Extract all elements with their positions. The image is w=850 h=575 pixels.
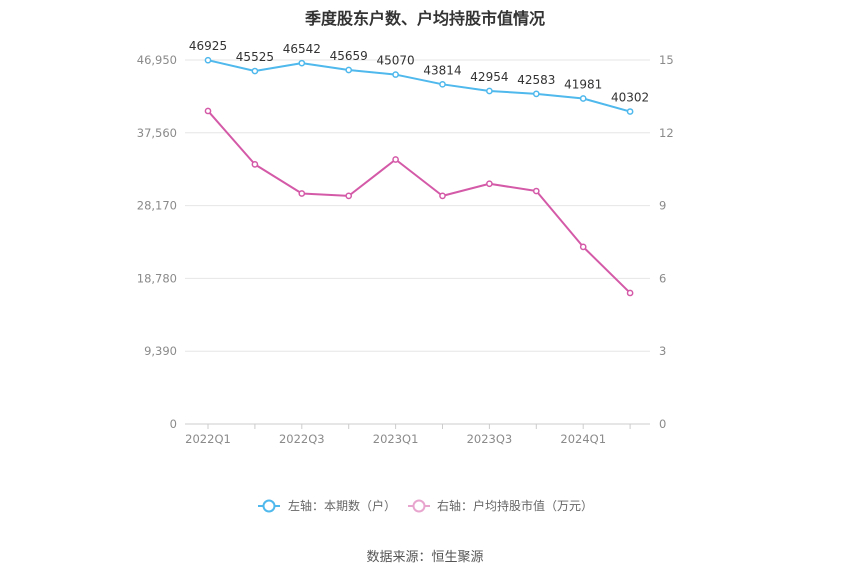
- left-axis-ticks: 0 9,390 18,780 28,170 37,560 46,950: [137, 53, 177, 431]
- chart-title: 季度股东户数、户均持股市值情况: [304, 9, 545, 28]
- legend-label: 右轴：户均持股市值（万元）: [437, 498, 593, 513]
- data-point: [392, 71, 399, 78]
- data-label: 43814: [423, 63, 461, 77]
- left-axis-tick-label: 37,560: [137, 126, 177, 140]
- source-note: 数据来源：恒生聚源: [366, 550, 484, 565]
- x-axis-tick-label: 2023Q1: [373, 432, 419, 446]
- data-point: [626, 108, 634, 115]
- data-label: 46925: [189, 39, 227, 53]
- left-axis-tick-label: 0: [170, 417, 177, 431]
- data-point: [204, 56, 212, 64]
- x-axis-tick-label: 2022Q3: [279, 432, 325, 446]
- data-point: [298, 190, 306, 197]
- data-point: [626, 289, 634, 297]
- x-axis-ticks: 2022Q1 2022Q3 2023Q1 2023Q3 2024Q1: [185, 424, 631, 446]
- data-point: [532, 187, 540, 195]
- data-point: [204, 107, 212, 115]
- right-axis-tick-label: 6: [659, 271, 666, 285]
- data-point: [439, 80, 446, 88]
- series-lines: [207, 59, 631, 294]
- legend-label: 左轴：本期数（户）: [288, 498, 396, 513]
- left-axis-tick-label: 9,390: [144, 344, 177, 358]
- data-point: [392, 156, 399, 163]
- right-axis-ticks: 0 3 6 9 12 15: [659, 53, 674, 431]
- legend-marker: [412, 499, 426, 513]
- left-axis-tick-label: 46,950: [137, 53, 177, 67]
- data-point: [532, 90, 540, 98]
- data-label: 45070: [377, 54, 415, 68]
- data-point: [579, 95, 587, 102]
- data-labels: 46925 45525 46542 45659 45070 43814 42954 42583…: [189, 39, 649, 104]
- data-point: [486, 87, 493, 95]
- right-axis-tick-label: 0: [659, 417, 666, 431]
- x-axis-tick-label: 2024Q1: [560, 432, 606, 446]
- right-axis-tick-label: 9: [659, 199, 666, 213]
- data-point: [345, 192, 353, 200]
- data-point: [486, 180, 493, 188]
- series-line-2: [207, 110, 631, 294]
- legend: 左轴：本期数（户） 右轴：户均持股市值（万元）: [258, 498, 593, 513]
- x-axis-tick-label: 2022Q1: [185, 432, 231, 446]
- data-label: 45525: [236, 50, 274, 64]
- right-axis-tick-label: 15: [659, 53, 674, 67]
- data-point: [251, 160, 259, 168]
- data-label: 45659: [330, 49, 368, 63]
- data-label: 42583: [517, 73, 555, 87]
- right-axis-tick-label: 12: [659, 126, 674, 140]
- series-line-1: [207, 59, 631, 113]
- data-point: [251, 67, 259, 75]
- left-axis-tick-label: 28,170: [137, 199, 177, 213]
- data-point: [298, 59, 306, 67]
- right-axis-tick-label: 3: [659, 344, 666, 358]
- legend-marker: [262, 499, 276, 513]
- data-point: [439, 192, 446, 200]
- grid-lines: [185, 59, 650, 425]
- data-label: 41981: [564, 78, 602, 92]
- data-label: 40302: [611, 91, 649, 105]
- left-axis-tick-label: 18,780: [137, 271, 177, 285]
- data-label: 42954: [470, 70, 508, 84]
- x-axis-tick-label: 2023Q3: [467, 432, 513, 446]
- data-label: 46542: [283, 42, 321, 56]
- series-points: [204, 56, 634, 297]
- data-point: [345, 66, 353, 74]
- data-point: [579, 243, 587, 251]
